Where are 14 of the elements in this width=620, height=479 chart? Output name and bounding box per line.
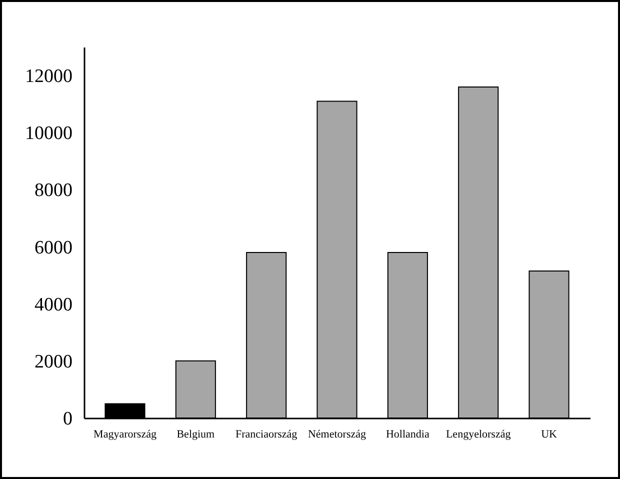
- x-tick-label: Németország: [308, 428, 367, 440]
- x-tick-label: Magyarország: [94, 428, 157, 440]
- y-tick-label: 0: [63, 408, 72, 430]
- x-tick-label: Lengyelország: [446, 428, 512, 440]
- y-tick-label: 4000: [34, 294, 72, 316]
- x-tick-label: Belgium: [176, 428, 216, 440]
- y-tick-label: 12000: [25, 66, 72, 88]
- x-tick-label: UK: [541, 428, 558, 440]
- y-tick-label: 10000: [25, 123, 72, 144]
- y-tick-label: 2000: [34, 351, 72, 372]
- y-tick-label: 8000: [34, 180, 72, 202]
- y-tick-label: 6000: [34, 237, 72, 258]
- x-tick-label: Franciaország: [235, 428, 298, 440]
- x-tick-label: Hollandia: [386, 428, 430, 440]
